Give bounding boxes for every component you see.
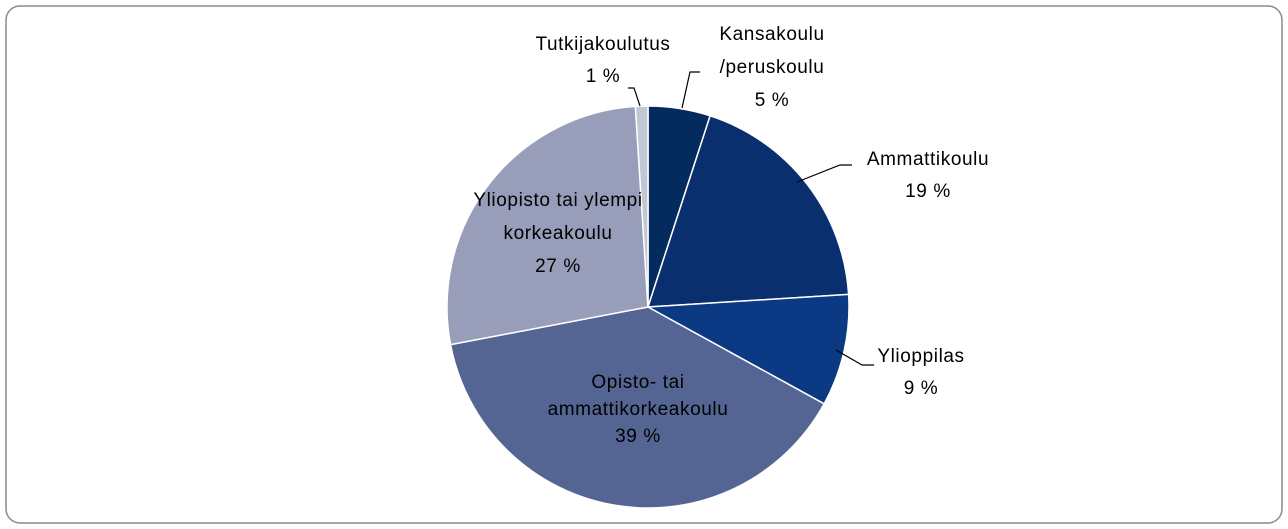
category-label: Ammattikoulu xyxy=(866,149,990,170)
pie-slice xyxy=(446,105,649,346)
data-label: Ylioppilas 9 % xyxy=(846,341,996,405)
category-label: Tutkijakoulutus xyxy=(535,34,671,55)
category-label: Ylioppilas xyxy=(877,346,965,367)
data-label: Yliopisto tai ylempi korkeakoulu 27 % xyxy=(473,184,643,283)
data-label: Ammattikoulu 19 % xyxy=(843,144,1013,208)
value-label: 9 % xyxy=(903,378,939,399)
pie-slice xyxy=(645,293,850,405)
category-label: Yliopisto tai ylempi korkeakoulu xyxy=(473,190,643,244)
category-label: Opisto- tai ammattikorkeakoulu xyxy=(547,372,729,420)
leader-line xyxy=(835,349,874,366)
category-label: Kansakoulu /peruskoulu xyxy=(719,24,825,78)
pie-slice xyxy=(634,105,649,308)
pie-slice xyxy=(646,114,850,308)
leader-line xyxy=(628,87,641,107)
value-label: 19 % xyxy=(905,181,951,202)
value-label: 39 % xyxy=(615,426,661,447)
leader-line xyxy=(681,71,700,109)
pie-slice xyxy=(449,306,826,509)
data-label: Opisto- tai ammattikorkeakoulu 39 % xyxy=(518,369,758,450)
value-label: 27 % xyxy=(535,256,581,277)
leader-line xyxy=(796,164,852,183)
value-label: 5 % xyxy=(754,90,790,111)
data-label: Kansakoulu /peruskoulu 5 % xyxy=(687,18,857,117)
data-label: Tutkijakoulutus 1 % xyxy=(503,29,703,93)
value-label: 1 % xyxy=(585,66,621,87)
